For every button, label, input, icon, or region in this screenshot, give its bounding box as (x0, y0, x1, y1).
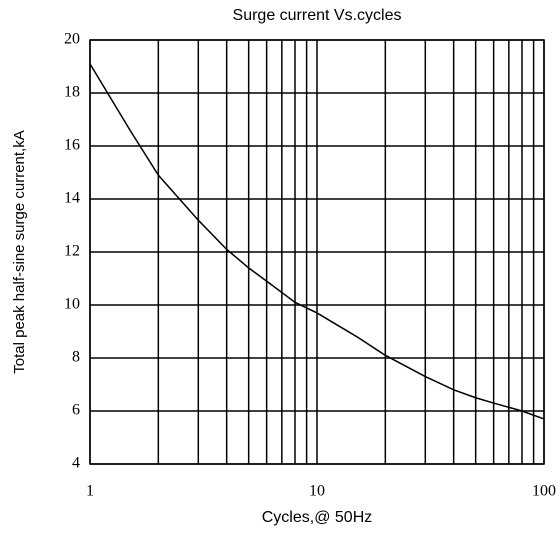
x-tick-label: 10 (309, 483, 325, 500)
plot-frame (89, 39, 545, 465)
y-axis-label: Total peak half-sine surge current,kA (11, 130, 28, 373)
y-tick-label: 10 (64, 296, 80, 313)
y-tick-label: 14 (64, 190, 80, 207)
y-tick-label: 8 (72, 349, 80, 366)
chart-title: Surge current Vs.cycles (233, 7, 402, 24)
x-axis-label: Cycles,@ 50Hz (262, 509, 373, 526)
y-tick-label: 16 (64, 137, 80, 154)
data-line (89, 63, 545, 420)
y-tick-label: 18 (64, 84, 80, 101)
x-tick-label: 1 (86, 483, 94, 500)
y-tick-label: 4 (72, 455, 80, 472)
y-tick-label: 6 (72, 402, 80, 419)
x-tick-label: 100 (532, 483, 556, 500)
y-tick-label: 12 (64, 243, 80, 260)
y-tick-label: 20 (64, 31, 80, 48)
